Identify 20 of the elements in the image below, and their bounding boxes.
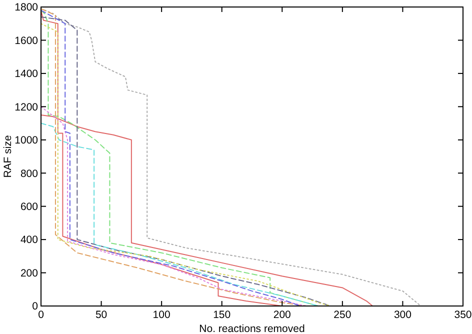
x-tick-label: 150 [213,309,231,321]
x-tick-label: 250 [334,309,352,321]
line-series [40,114,374,306]
y-tick-label: 1600 [14,34,38,47]
x-tick-label: 300 [394,309,412,321]
x-tick-label: 350 [454,309,472,321]
y-tick-label: 800 [20,168,38,180]
y-axis-title: RAF size [2,135,14,178]
x-tick-label: 50 [95,309,108,321]
x-axis-title: No. reactions removed [199,323,305,334]
y-tick-label: 1800 [14,2,38,14]
y-tick-label: 0 [32,300,38,313]
y-tick-label: 1000 [14,134,38,147]
y-tick-label: 600 [20,201,38,214]
x-tick-label: 200 [273,309,292,321]
y-tick-label: 200 [20,267,38,280]
y-tick-label: 400 [20,234,38,246]
y-tick-label: 1400 [14,68,38,80]
y-tick-label: 1200 [14,101,38,114]
x-tick-label: 100 [152,309,170,321]
